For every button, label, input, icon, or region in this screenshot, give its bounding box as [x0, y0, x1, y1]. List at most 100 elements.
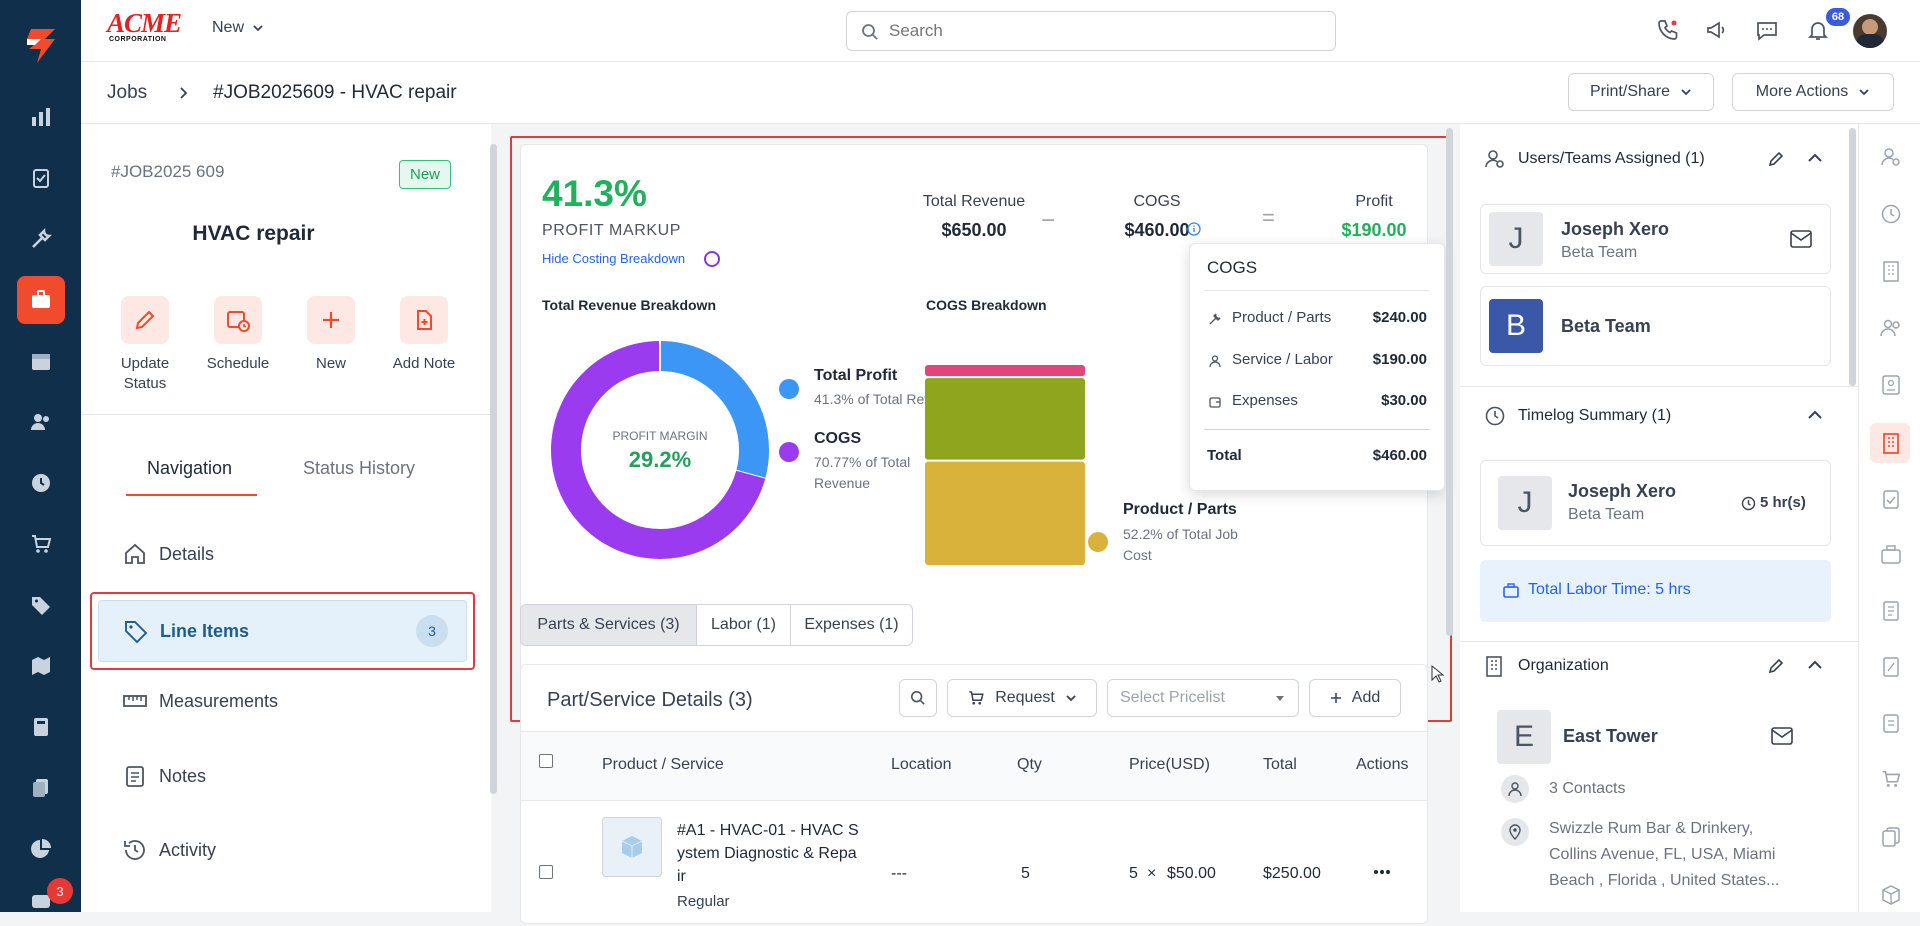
chevron-up-icon[interactable]: [1807, 152, 1823, 164]
nav-item-measurements[interactable]: Measurements: [81, 671, 491, 731]
search-input[interactable]: [889, 20, 1309, 42]
breadcrumb-jobs-link[interactable]: Jobs: [107, 82, 148, 103]
cogs-bar-segment-product-parts[interactable]: [925, 461, 1085, 565]
reports-icon[interactable]: [0, 826, 81, 872]
chat-icon[interactable]: [0, 880, 81, 926]
column-header[interactable]: Total: [1263, 756, 1297, 773]
user-avatar[interactable]: [1853, 14, 1887, 48]
documents-icon[interactable]: [0, 765, 81, 811]
building-icon[interactable]: [1880, 432, 1902, 454]
cube-icon: [621, 836, 643, 858]
customers-icon[interactable]: [0, 399, 81, 445]
new-button[interactable]: New: [286, 296, 376, 374]
cube-icon[interactable]: [1880, 884, 1902, 906]
print-share-button[interactable]: Print/Share: [1568, 73, 1714, 111]
nav-label-measurements: Measurements: [159, 690, 279, 711]
app-logo-icon[interactable]: [0, 18, 81, 72]
tab-expenses[interactable]: Expenses (1): [804, 616, 899, 633]
main-scrollbar[interactable]: [1446, 128, 1453, 636]
nav-item-line-items[interactable]: Line Items 3: [98, 600, 467, 662]
company-logo[interactable]: ACME CORPORATION: [107, 10, 187, 46]
edit-icon[interactable]: [1767, 657, 1785, 675]
add-note-button[interactable]: Add Note: [379, 296, 469, 374]
dashboard-icon[interactable]: [0, 94, 81, 140]
documents-icon[interactable]: [1880, 826, 1902, 848]
status-badge[interactable]: New: [399, 160, 452, 189]
bell-icon[interactable]: [1806, 18, 1830, 42]
more-options-icon[interactable]: [1373, 867, 1391, 877]
calendar-icon[interactable]: [0, 338, 81, 384]
wrench-icon: [1209, 313, 1221, 325]
donut-slice-total-profit[interactable]: [659, 341, 769, 479]
pricelist-select[interactable]: Select Pricelist: [1107, 679, 1299, 717]
invoice-icon[interactable]: [1880, 600, 1902, 622]
select-all-checkbox[interactable]: [539, 754, 553, 768]
contacts-icon[interactable]: [1880, 317, 1902, 339]
column-header[interactable]: Location: [891, 756, 952, 773]
avatar: J: [1489, 212, 1543, 266]
building-icon[interactable]: [1880, 260, 1902, 282]
chevron-up-icon[interactable]: [1807, 659, 1823, 671]
assigned-user-card[interactable]: J Joseph Xero Beta Team: [1480, 204, 1831, 274]
more-actions-button[interactable]: More Actions: [1732, 73, 1894, 111]
clipboard-icon[interactable]: [1880, 712, 1902, 734]
organization-name[interactable]: East Tower: [1563, 726, 1658, 746]
jobs-icon[interactable]: [17, 276, 65, 324]
id-card-icon[interactable]: [1880, 374, 1902, 396]
tab-labor[interactable]: Labor (1): [697, 605, 791, 645]
column-header[interactable]: Product / Service: [602, 756, 724, 773]
nav-item-details[interactable]: Details: [81, 524, 491, 584]
revenue-value: $650.00: [941, 220, 1007, 240]
tab-parts-services[interactable]: Parts & Services (3): [521, 605, 697, 645]
info-icon[interactable]: [1187, 222, 1201, 236]
chevron-down-icon: [1066, 695, 1076, 702]
toggle-circle-icon[interactable]: [704, 251, 720, 267]
briefcase-icon[interactable]: [1880, 544, 1902, 566]
calculator-icon[interactable]: [0, 704, 81, 750]
clipboard-check-icon[interactable]: [1880, 488, 1902, 510]
nav-item-activity[interactable]: Activity: [81, 820, 491, 880]
cart-icon[interactable]: [1880, 768, 1902, 790]
cart-icon[interactable]: [0, 521, 81, 567]
mail-icon[interactable]: [1790, 230, 1812, 248]
avatar: B: [1489, 299, 1543, 353]
nav-item-notes[interactable]: Notes: [81, 746, 491, 806]
request-button[interactable]: Request: [947, 679, 1097, 717]
search-button[interactable]: [899, 679, 937, 717]
column-header[interactable]: Actions: [1356, 756, 1409, 773]
search-box[interactable]: [846, 11, 1336, 51]
column-header[interactable]: Qty: [1017, 756, 1042, 773]
mail-icon[interactable]: [1771, 727, 1793, 745]
cogs-bar-segment-service-labor[interactable]: [925, 378, 1085, 460]
map-icon[interactable]: [0, 643, 81, 689]
right-scrollbar[interactable]: [1849, 128, 1856, 386]
megaphone-icon[interactable]: [1705, 18, 1729, 42]
donut-slice-cogs[interactable]: [551, 341, 766, 559]
tasks-icon[interactable]: [0, 155, 81, 201]
tools-icon[interactable]: [0, 216, 81, 262]
new-menu[interactable]: New: [212, 19, 264, 37]
assigned-team-card[interactable]: B Beta Team: [1480, 286, 1831, 366]
chevron-up-icon[interactable]: [1807, 409, 1823, 421]
clock-icon[interactable]: [0, 460, 81, 506]
message-icon[interactable]: [1755, 18, 1779, 42]
phone-icon[interactable]: [1656, 18, 1680, 42]
tab-navigation[interactable]: Navigation: [147, 458, 233, 478]
tag-icon[interactable]: [0, 582, 81, 628]
cogs-bar-segment-expenses[interactable]: [925, 365, 1085, 377]
contacts-count[interactable]: 3 Contacts: [1549, 780, 1626, 797]
column-header[interactable]: Price(USD): [1129, 756, 1210, 773]
hide-costing-link[interactable]: Hide Costing Breakdown: [542, 251, 686, 266]
tab-status-history[interactable]: Status History: [303, 458, 416, 478]
add-button[interactable]: Add: [1309, 679, 1401, 717]
update-status-button[interactable]: Update Status: [100, 296, 190, 394]
clock-history-icon[interactable]: [1880, 203, 1902, 225]
schedule-button[interactable]: Schedule: [193, 296, 283, 374]
estimate-icon[interactable]: [1880, 656, 1902, 678]
left-scrollbar[interactable]: [490, 144, 497, 794]
row-checkbox[interactable]: [539, 865, 553, 879]
edit-icon[interactable]: [1767, 150, 1785, 168]
timelog-card[interactable]: J Joseph Xero Beta Team 5 hr(s): [1480, 460, 1831, 546]
user-settings-icon[interactable]: [1880, 146, 1902, 168]
